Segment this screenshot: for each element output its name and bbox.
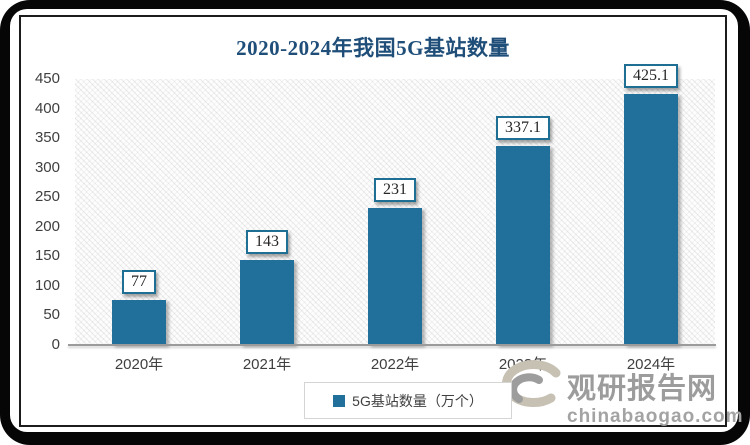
x-tick-label: 2020年	[114, 356, 164, 373]
y-tick-label: 450	[34, 70, 60, 87]
legend-marker-icon	[333, 394, 346, 407]
bar-value-label: 337.1	[496, 115, 550, 140]
y-tick-label: 50	[43, 306, 60, 324]
watermark-text: 观研报告网 chinabaogao.com	[567, 373, 744, 428]
legend-label: 5G基站数量（万个）	[352, 392, 483, 409]
y-tick-label: 350	[34, 129, 60, 147]
plot-area: 77 143 231 337.1 425.1	[75, 63, 715, 345]
bar-value-label: 231	[374, 178, 416, 203]
x-tick-label: 2021年	[242, 356, 292, 373]
watermark-brand: 观研报告网	[567, 373, 718, 405]
bar	[624, 93, 678, 345]
bar-value-label: 77	[122, 269, 156, 294]
y-tick-label: 200	[34, 217, 60, 235]
watermark-url: chinabaogao.com	[567, 406, 744, 427]
x-tick-label: 2024年	[626, 356, 676, 373]
bar	[496, 145, 550, 345]
legend: 5G基站数量（万个）	[304, 382, 512, 419]
bar-value-label: 425.1	[624, 63, 678, 88]
x-axis-line	[68, 344, 716, 346]
y-tick-label: 0	[51, 336, 60, 353]
watermark: 观研报告网 chinabaogao.com	[493, 357, 744, 428]
y-tick-label: 150	[34, 247, 60, 265]
chart-title: 2020-2024年我国5G基站数量	[236, 36, 510, 60]
y-tick-label: 400	[34, 99, 60, 117]
chart-card: 2020-2024年我国5G基站数量 450 400 350 300 250 200 150…	[19, 15, 743, 427]
x-tick-label: 2022年	[370, 356, 420, 373]
bar	[112, 299, 166, 345]
watermark-logo-icon	[502, 360, 561, 407]
y-tick-label: 300	[34, 158, 60, 176]
bar	[368, 208, 422, 345]
bar-value-label: 143	[246, 230, 288, 255]
y-tick-label: 250	[34, 188, 60, 206]
y-tick-label: 100	[34, 276, 60, 294]
bar	[240, 260, 294, 345]
